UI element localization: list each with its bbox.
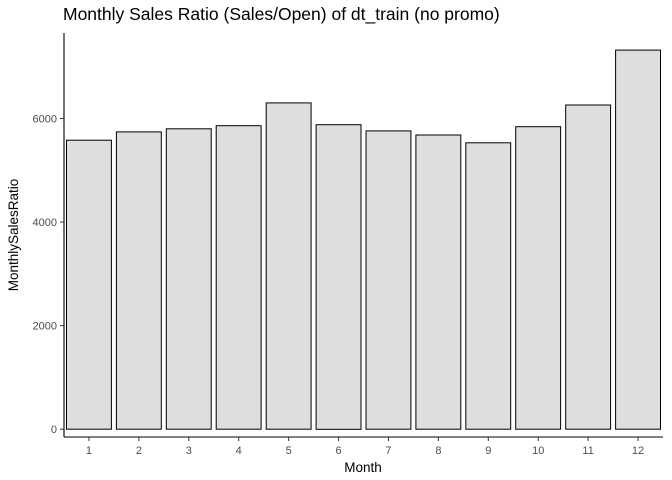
x-tick-label: 2: [136, 445, 142, 457]
x-tick-label: 7: [385, 445, 391, 457]
x-tick-label: 5: [286, 445, 292, 457]
x-axis-ticks: 1 2 3 4 5 6 7 8 9 10 11 12: [86, 437, 644, 457]
bar-month-10: [515, 126, 562, 430]
x-tick-label: 3: [186, 445, 192, 457]
x-tick-label: 1: [86, 445, 92, 457]
y-tick-label: 4000: [33, 217, 57, 229]
bar-month-1: [66, 139, 112, 430]
bar-month-12: [615, 49, 661, 430]
bar-month-3: [165, 128, 212, 430]
x-tick-label: 10: [532, 445, 544, 457]
bar-month-4: [215, 125, 262, 430]
x-axis-title: Month: [344, 460, 382, 475]
bar-month-8: [415, 134, 462, 430]
x-tick-label: 11: [582, 445, 593, 457]
x-tick-label: 9: [485, 445, 491, 457]
x-tick-label: 4: [236, 445, 242, 457]
bar-month-2: [115, 131, 162, 430]
y-tick-label: 6000: [33, 113, 57, 125]
y-axis-ticks: 0 2000 4000 6000: [33, 113, 64, 436]
y-tick-label: 2000: [33, 321, 57, 333]
bar-month-9: [465, 142, 512, 430]
y-tick-label: 0: [51, 424, 57, 436]
bar-month-5: [265, 102, 312, 430]
bar-month-7: [365, 130, 412, 430]
x-tick-label: 12: [632, 445, 644, 457]
y-axis-title: MonthlySalesRatio: [6, 179, 21, 292]
bars: [66, 49, 661, 430]
bar-month-6: [315, 124, 362, 430]
chart-title: Monthly Sales Ratio (Sales/Open) of dt_t…: [63, 4, 500, 24]
bar-month-11: [565, 104, 612, 430]
x-tick-label: 8: [435, 445, 441, 457]
x-tick-label: 6: [335, 445, 341, 457]
